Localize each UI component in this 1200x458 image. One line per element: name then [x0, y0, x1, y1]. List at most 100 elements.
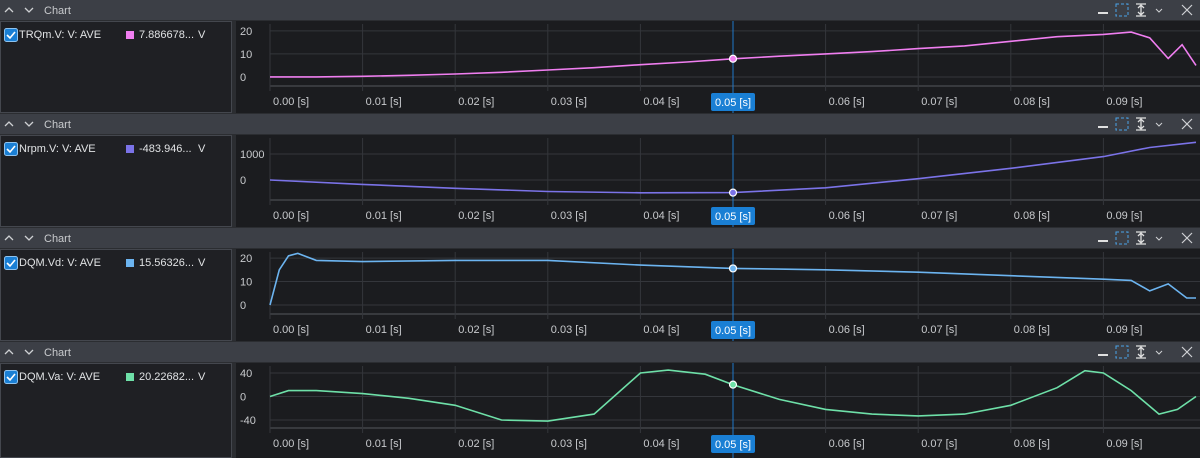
x-tick-label: 0.03 [s]: [551, 324, 587, 336]
series-checkbox[interactable]: [4, 256, 18, 270]
fit-button[interactable]: [1115, 3, 1129, 17]
checkbox-box: [4, 370, 18, 384]
close-button[interactable]: [1181, 4, 1193, 16]
panel-header: Chart: [0, 114, 1200, 134]
cursor-label-box: [711, 207, 755, 225]
series-value: 7.886678...: [139, 29, 195, 41]
y-tick-label: 0: [240, 392, 246, 404]
panel-header: Chart: [0, 0, 1200, 20]
cursor-label: 0.05 [s]: [715, 97, 751, 109]
menu-button[interactable]: [1155, 8, 1163, 13]
x-tick-label: 0.02 [s]: [458, 96, 494, 108]
expand-button[interactable]: [24, 349, 34, 355]
y-tick-label: 10: [240, 49, 252, 61]
x-tick-label: 0.06 [s]: [829, 324, 865, 336]
collapse-button[interactable]: [4, 121, 14, 127]
x-tick-label: 0.08 [s]: [1014, 438, 1050, 450]
x-tick-label: 0.09 [s]: [1106, 96, 1142, 108]
minimize-button[interactable]: [1098, 354, 1108, 356]
x-tick-label: 0.03 [s]: [551, 96, 587, 108]
y-tick-label: 0: [240, 175, 246, 187]
minimize-button[interactable]: [1098, 12, 1108, 14]
fit-button[interactable]: [1115, 117, 1129, 131]
cursor-point: [728, 188, 738, 197]
cursor-label: 0.05 [s]: [715, 325, 751, 337]
series-unit: V: [198, 143, 206, 155]
x-tick-label: 0.02 [s]: [458, 210, 494, 222]
x-tick-label: 0.04 [s]: [643, 324, 679, 336]
collapse-button[interactable]: [4, 7, 14, 13]
header-bar: Chart: [4, 117, 1193, 131]
plot-area: 0 10 20 0.00 [s] 0.01 [s] 0.02 [s] 0.03 [s] 0.0…: [236, 249, 1200, 341]
x-tick-label: 0.00 [s]: [273, 210, 309, 222]
expand-button[interactable]: [24, 235, 34, 241]
y-tick-label: 10: [240, 277, 252, 289]
series-checkbox[interactable]: [4, 370, 18, 384]
expand-button[interactable]: [24, 121, 34, 127]
x-tick-label: 0.07 [s]: [921, 210, 957, 222]
minimize-button[interactable]: [1098, 240, 1108, 242]
series-line: [270, 31, 1197, 78]
chart-panel: Chart Nrpm.V: V: AVE -483.946... V 0 1000 0.00…: [0, 114, 1200, 227]
cursor-label: 0.05 [s]: [715, 439, 751, 451]
header-bar: Chart: [4, 231, 1193, 245]
chart-panel: Chart DQM.Vd: V: AVE 15.56326... V 0 10 20 0.00…: [0, 228, 1200, 341]
series-name: DQM.Va: V: AVE: [19, 371, 101, 383]
panel-header: Chart: [0, 342, 1200, 362]
fit-button[interactable]: [1115, 345, 1129, 359]
y-tick-label: 0: [240, 72, 246, 84]
close-button[interactable]: [1181, 232, 1193, 244]
checkbox-check: [6, 145, 16, 154]
x-tick-label: 0.00 [s]: [273, 96, 309, 108]
y-tick-label: -40: [240, 415, 256, 427]
close-button[interactable]: [1181, 346, 1193, 358]
collapse-button[interactable]: [4, 349, 14, 355]
menu-button[interactable]: [1155, 122, 1163, 127]
series-checkbox[interactable]: [4, 142, 18, 156]
header-bar: Chart: [4, 345, 1193, 359]
x-tick-label: 0.03 [s]: [551, 210, 587, 222]
zoom-y-button[interactable]: [1136, 345, 1146, 359]
panel-title: Chart: [44, 5, 71, 17]
header-bar: Chart: [4, 3, 1193, 17]
y-tick-label: 40: [240, 368, 252, 380]
collapse-button[interactable]: [4, 235, 14, 241]
chart-panel: Chart DQM.Va: V: AVE 20.22682... V -40 0 40 0.0…: [0, 342, 1200, 458]
zoom-y-button[interactable]: [1136, 231, 1146, 245]
plot-area: -40 0 40 0.00 [s] 0.01 [s] 0.02 [s] 0.03 [s] 0.…: [236, 363, 1200, 458]
menu-button[interactable]: [1155, 350, 1163, 355]
x-tick-label: 0.08 [s]: [1014, 324, 1050, 336]
expand-button[interactable]: [24, 7, 34, 13]
minimize-button[interactable]: [1098, 126, 1108, 128]
zoom-y-button[interactable]: [1136, 3, 1146, 17]
x-tick-label: 0.04 [s]: [643, 96, 679, 108]
panel-header: Chart: [0, 228, 1200, 248]
series-name: TRQm.V: V: AVE: [19, 29, 102, 41]
series-checkbox[interactable]: [4, 28, 18, 42]
fit-button[interactable]: [1115, 231, 1129, 245]
x-tick-label: 0.01 [s]: [366, 324, 402, 336]
checkbox-check: [6, 31, 16, 40]
cursor-point: [728, 380, 738, 389]
plot-area: 0 1000 0.00 [s] 0.01 [s] 0.02 [s] 0.03 [s] 0.0…: [236, 135, 1200, 227]
menu-button[interactable]: [1155, 236, 1163, 241]
x-tick-label: 0.08 [s]: [1014, 210, 1050, 222]
checkbox-box: [4, 256, 18, 270]
close-button[interactable]: [1181, 118, 1193, 130]
cursor-point: [728, 54, 738, 63]
zoom-y-button[interactable]: [1136, 117, 1146, 131]
cursor-label-box: [711, 435, 755, 453]
legend-pane: Nrpm.V: V: AVE -483.946... V: [0, 135, 232, 227]
x-tick-label: 0.00 [s]: [273, 438, 309, 450]
x-tick-label: 0.08 [s]: [1014, 96, 1050, 108]
x-tick-label: 0.01 [s]: [366, 210, 402, 222]
series-unit: V: [198, 257, 206, 269]
series-value: 15.56326...: [139, 257, 195, 269]
series-name: DQM.Vd: V: AVE: [19, 257, 101, 269]
x-tick-label: 0.07 [s]: [921, 96, 957, 108]
y-tick-label: 20: [240, 253, 252, 265]
cursor-label-box: [711, 321, 755, 339]
series-unit: V: [198, 371, 206, 383]
series-value: 20.22682...: [139, 371, 195, 383]
series-swatch: [126, 259, 134, 267]
